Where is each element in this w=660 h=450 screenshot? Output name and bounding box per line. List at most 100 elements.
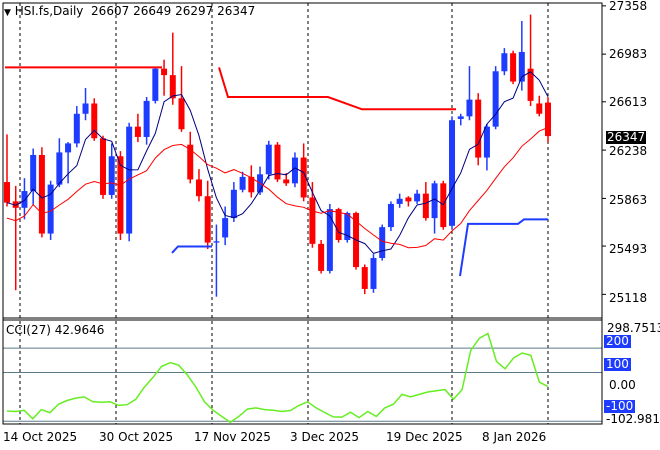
candle-body: [344, 212, 351, 241]
candle-body: [65, 143, 72, 153]
candle-body: [12, 201, 19, 208]
candle-body: [161, 68, 168, 76]
cci-axis-min: -102.9817: [606, 412, 660, 426]
high-value: 26649: [133, 4, 172, 18]
price-label: 25493: [609, 242, 648, 256]
candle-body: [152, 68, 159, 101]
candle-body: [510, 53, 517, 82]
candle-body: [21, 191, 28, 208]
date-label: 14 Oct 2025: [3, 430, 78, 444]
resistance-line: [218, 67, 456, 111]
candle-body: [492, 71, 499, 127]
candle-body: [291, 157, 298, 184]
price-label: 26238: [609, 144, 648, 158]
candle-body: [56, 152, 63, 185]
candle-body: [126, 126, 133, 234]
candle-body: [466, 99, 473, 117]
candle-body: [361, 267, 368, 289]
cci-axis-max: 298.7513: [607, 321, 660, 335]
support-line: [459, 218, 548, 277]
candle-body: [178, 98, 185, 130]
candle-body: [73, 113, 80, 144]
open-value: 26607: [91, 4, 130, 18]
candles-layer: [4, 14, 551, 297]
candle-body: [501, 53, 508, 72]
cci-level-200-badge: 200: [604, 334, 631, 348]
date-label: 19 Dec 2025: [386, 430, 463, 444]
candle-body: [396, 198, 403, 204]
candle-body: [274, 144, 281, 180]
last-price-badge: 26347: [606, 130, 647, 144]
cci-line: [6, 332, 549, 424]
candle-body: [187, 144, 194, 180]
candle-body: [82, 103, 89, 114]
plot-border: [2, 2, 603, 425]
fast-ma-line: [6, 71, 549, 254]
candle-body: [370, 258, 377, 289]
price-label: 26983: [609, 47, 648, 61]
candle-body: [283, 179, 290, 184]
cci-level-100-badge: 100: [604, 357, 631, 371]
cci-level-minus100-badge: -100: [604, 399, 636, 413]
date-label: 8 Jan 2026: [482, 430, 547, 444]
price-label: 26613: [609, 95, 648, 109]
candle-body: [47, 184, 54, 234]
chart-header: ▼ HSI.fs,Daily 26607 26649 26297 26347: [4, 5, 255, 20]
candle-body: [536, 103, 543, 114]
candle-body: [405, 197, 412, 202]
date-label: 30 Oct 2025: [99, 430, 174, 444]
candle-body: [309, 197, 316, 244]
close-value: 26347: [217, 4, 256, 18]
candle-body: [38, 154, 45, 234]
symbol-label: HSI.fs,Daily: [14, 4, 84, 18]
candle-body: [326, 209, 333, 271]
price-label: 27358: [609, 0, 648, 13]
candle-body: [457, 116, 464, 119]
candle-body: [265, 144, 272, 175]
candle-body: [483, 126, 490, 158]
low-value: 26297: [175, 4, 214, 18]
candle-body: [239, 176, 246, 190]
candle-body: [475, 99, 482, 158]
candle-body: [99, 138, 106, 195]
candle-body: [134, 126, 141, 137]
cci-title: CCI(27) 42.9646: [6, 323, 105, 337]
candle-body: [422, 193, 429, 219]
price-label: 25863: [609, 193, 648, 207]
cci-level-zero: 0.00: [609, 378, 636, 392]
candle-body: [30, 154, 37, 192]
grid-lines: [19, 3, 606, 424]
candle-body: [379, 227, 386, 259]
date-label: 17 Nov 2025: [194, 430, 271, 444]
candle-body: [143, 100, 150, 137]
candle-body: [449, 120, 456, 226]
candle-body: [248, 176, 255, 193]
candle-body: [91, 103, 98, 139]
price-label: 25118: [609, 291, 648, 305]
candle-body: [318, 243, 325, 271]
support-line: [171, 245, 212, 254]
candle-body: [414, 193, 421, 202]
candle-body: [117, 156, 124, 234]
indicator-lines-layer: [5, 66, 549, 277]
date-label: 3 Dec 2025: [290, 430, 360, 444]
cci-layer: [3, 332, 602, 424]
candle-body: [204, 196, 211, 243]
candle-body: [195, 179, 202, 197]
candle-body: [108, 156, 115, 195]
candle-body: [4, 182, 10, 203]
candle-body: [222, 218, 229, 238]
candle-body: [431, 183, 438, 219]
candle-body: [213, 241, 220, 243]
candle-body: [387, 203, 394, 228]
candle-body: [169, 75, 176, 99]
candle-body: [335, 209, 342, 241]
dropdown-triangle-icon[interactable]: ▼: [4, 8, 11, 18]
candle-body: [518, 51, 525, 82]
slow-ma-line: [6, 127, 549, 249]
candle-body: [300, 157, 307, 198]
chart-frame: [2, 2, 603, 425]
candle-body: [527, 68, 534, 101]
candle-body: [230, 189, 237, 219]
